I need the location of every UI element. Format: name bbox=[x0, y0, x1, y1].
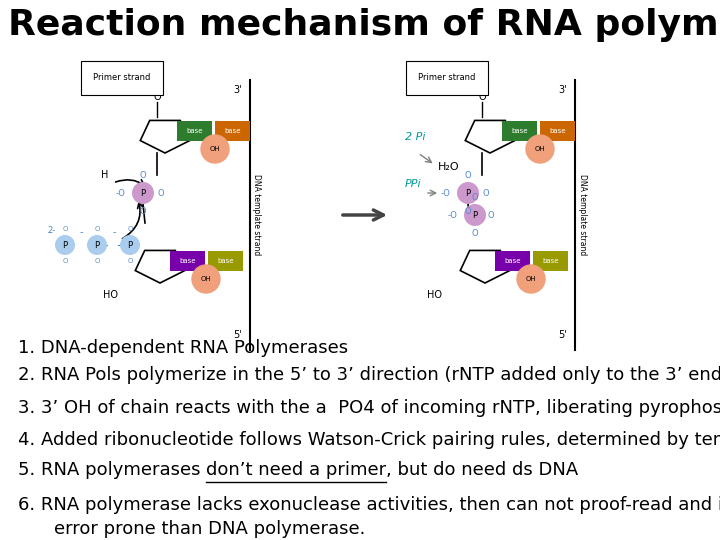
Text: Primer strand: Primer strand bbox=[93, 73, 150, 82]
Text: -O: -O bbox=[448, 211, 458, 219]
Text: 2 Pi: 2 Pi bbox=[405, 132, 426, 142]
Bar bbox=[495, 251, 530, 271]
Text: P: P bbox=[63, 240, 68, 249]
Text: PPi: PPi bbox=[405, 179, 422, 189]
Circle shape bbox=[120, 235, 140, 255]
Text: O: O bbox=[482, 188, 490, 198]
Text: 3': 3' bbox=[233, 85, 242, 95]
Text: 1. DNA-dependent RNA Polymerases: 1. DNA-dependent RNA Polymerases bbox=[18, 339, 348, 357]
Text: 5': 5' bbox=[558, 330, 567, 340]
Bar bbox=[215, 121, 250, 141]
Text: O: O bbox=[94, 226, 99, 232]
Text: base: base bbox=[217, 258, 234, 264]
Text: -O: -O bbox=[441, 188, 451, 198]
Circle shape bbox=[55, 235, 75, 255]
Text: base: base bbox=[511, 128, 528, 134]
Bar bbox=[540, 121, 575, 141]
Text: -O: -O bbox=[116, 188, 126, 198]
Text: O: O bbox=[472, 192, 478, 201]
Text: 4. Added ribonucleotide follows Watson-Crick pairing rules, determined by templa: 4. Added ribonucleotide follows Watson-C… bbox=[18, 431, 720, 449]
Text: base: base bbox=[224, 128, 240, 134]
Text: OH: OH bbox=[201, 276, 211, 282]
Text: O: O bbox=[464, 171, 472, 179]
Circle shape bbox=[526, 135, 554, 163]
Text: O: O bbox=[464, 206, 472, 215]
Text: 2-: 2- bbox=[47, 226, 55, 235]
Text: O: O bbox=[140, 206, 146, 215]
Text: OH: OH bbox=[526, 276, 536, 282]
Circle shape bbox=[87, 235, 107, 255]
Text: base: base bbox=[504, 258, 521, 264]
Text: HO: HO bbox=[102, 290, 117, 300]
Bar bbox=[502, 121, 537, 141]
Polygon shape bbox=[465, 120, 515, 153]
Text: 3': 3' bbox=[559, 85, 567, 95]
Text: base: base bbox=[179, 258, 196, 264]
Text: O: O bbox=[127, 226, 132, 232]
Text: OH: OH bbox=[535, 146, 545, 152]
Text: H: H bbox=[102, 170, 109, 180]
Text: 2. RNA Pols polymerize in the 5’ to 3’ direction (rNTP added only to the 3’ end): 2. RNA Pols polymerize in the 5’ to 3’ d… bbox=[18, 366, 720, 384]
Circle shape bbox=[517, 265, 545, 293]
Text: O: O bbox=[153, 92, 161, 102]
Text: Reaction mechanism of RNA polymerase: Reaction mechanism of RNA polymerase bbox=[8, 8, 720, 42]
Text: Primer strand: Primer strand bbox=[418, 73, 475, 82]
Text: P: P bbox=[94, 240, 99, 249]
Text: O: O bbox=[63, 258, 68, 264]
Circle shape bbox=[132, 182, 154, 204]
Text: O: O bbox=[487, 211, 495, 219]
Polygon shape bbox=[460, 251, 510, 283]
Text: -: - bbox=[79, 227, 83, 237]
Polygon shape bbox=[140, 120, 190, 153]
Text: O: O bbox=[158, 188, 164, 198]
Text: OH: OH bbox=[210, 146, 220, 152]
Text: DNA template strand: DNA template strand bbox=[577, 174, 587, 255]
Text: O: O bbox=[63, 226, 68, 232]
Text: P: P bbox=[472, 211, 477, 219]
Text: O: O bbox=[94, 258, 99, 264]
Text: base: base bbox=[186, 128, 203, 134]
Text: 6. RNA polymerase lacks exonuclease activities, then can not proof-read and is m: 6. RNA polymerase lacks exonuclease acti… bbox=[18, 496, 720, 514]
Text: DNA template strand: DNA template strand bbox=[253, 174, 261, 255]
Bar bbox=[533, 251, 568, 271]
Text: 5. RNA polymerases: 5. RNA polymerases bbox=[18, 461, 206, 479]
Bar bbox=[170, 251, 205, 271]
Text: P: P bbox=[465, 188, 471, 198]
Circle shape bbox=[464, 204, 486, 226]
Text: 5': 5' bbox=[233, 330, 242, 340]
Text: , but do need ds DNA: , but do need ds DNA bbox=[387, 461, 579, 479]
Text: base: base bbox=[549, 128, 566, 134]
Text: error prone than DNA polymerase.: error prone than DNA polymerase. bbox=[54, 520, 365, 538]
Text: don’t need a primer: don’t need a primer bbox=[206, 461, 387, 479]
Circle shape bbox=[201, 135, 229, 163]
Text: -: - bbox=[112, 227, 116, 237]
Text: H₂O: H₂O bbox=[438, 162, 459, 172]
Text: 3. 3’ OH of chain reacts with the a  PO4 of incoming rNTP, liberating pyrophosph: 3. 3’ OH of chain reacts with the a PO4 … bbox=[18, 399, 720, 417]
Bar bbox=[208, 251, 243, 271]
Text: O: O bbox=[478, 92, 486, 102]
Text: O: O bbox=[472, 228, 478, 238]
Polygon shape bbox=[135, 251, 185, 283]
Text: -: - bbox=[48, 227, 50, 237]
Circle shape bbox=[192, 265, 220, 293]
Text: base: base bbox=[542, 258, 559, 264]
Circle shape bbox=[457, 182, 479, 204]
Bar bbox=[177, 121, 212, 141]
Text: P: P bbox=[127, 240, 132, 249]
Text: O: O bbox=[140, 171, 146, 179]
Text: HO: HO bbox=[428, 290, 443, 300]
Text: O: O bbox=[127, 258, 132, 264]
Text: P: P bbox=[140, 188, 145, 198]
